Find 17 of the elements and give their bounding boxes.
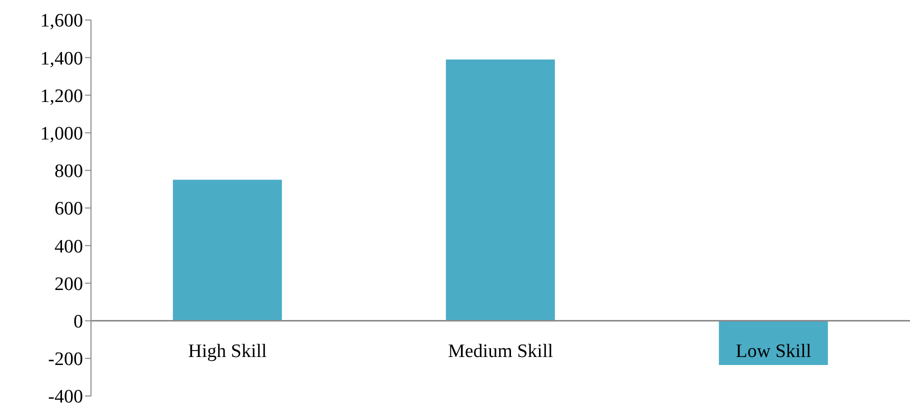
bar — [446, 59, 555, 321]
y-tick-label: 1,400 — [40, 48, 83, 70]
y-tick-label: 800 — [54, 161, 83, 182]
y-tick-label: 0 — [74, 312, 83, 333]
x-tick-label: High Skill — [188, 340, 267, 362]
y-tick-label: 400 — [54, 236, 83, 258]
y-tick-label: 600 — [54, 198, 83, 220]
x-tick-label: Low Skill — [736, 340, 812, 362]
y-tick-label: 200 — [54, 274, 83, 295]
bar — [172, 180, 282, 321]
bar — [718, 320, 828, 365]
y-tick-label: -200 — [48, 349, 83, 370]
y-tick-label: 1,200 — [40, 86, 83, 107]
y-tick-label: 1,600 — [40, 10, 83, 32]
x-tick-label: Medium Skill — [448, 340, 554, 362]
y-tick-label: 1,000 — [40, 124, 83, 145]
y-tick-label: -400 — [48, 386, 83, 408]
